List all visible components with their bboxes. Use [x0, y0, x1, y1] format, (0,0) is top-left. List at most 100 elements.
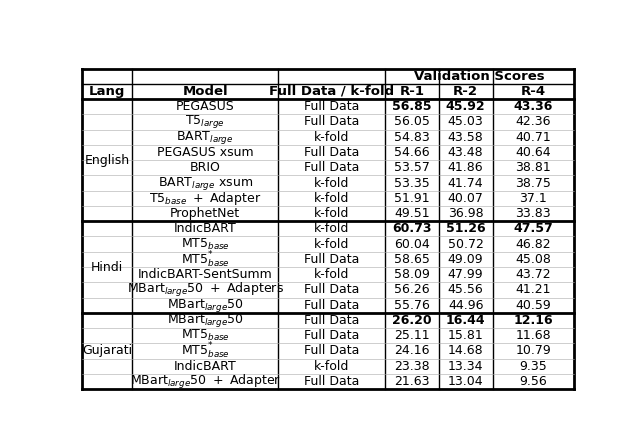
Text: 55.76: 55.76 [394, 299, 430, 312]
Text: Full Data: Full Data [304, 329, 360, 342]
Text: 11.68: 11.68 [515, 329, 551, 342]
Text: IndicBART: IndicBART [174, 222, 237, 235]
Text: 13.04: 13.04 [448, 375, 483, 388]
Text: $\mathrm{MT5}_{\mathit{base}}$: $\mathrm{MT5}_{\mathit{base}}$ [180, 328, 230, 343]
Text: 37.1: 37.1 [519, 192, 547, 205]
Text: 60.73: 60.73 [392, 222, 431, 235]
Text: 13.34: 13.34 [448, 360, 483, 373]
Text: $\mathrm{MBart}_{\mathit{large}}\mathrm{50\ +\ Adapters}$: $\mathrm{MBart}_{\mathit{large}}\mathrm{… [127, 281, 284, 299]
Text: 45.03: 45.03 [448, 116, 483, 128]
Text: 45.08: 45.08 [515, 253, 551, 266]
Text: 9.56: 9.56 [519, 375, 547, 388]
Text: Full Data: Full Data [304, 146, 360, 159]
Text: k-fold: k-fold [314, 268, 349, 281]
Text: 40.71: 40.71 [515, 131, 551, 144]
Text: 43.58: 43.58 [448, 131, 483, 144]
Text: 51.91: 51.91 [394, 192, 429, 205]
Text: k-fold: k-fold [314, 222, 349, 235]
Text: 44.96: 44.96 [448, 299, 483, 312]
Text: 42.36: 42.36 [515, 116, 551, 128]
Text: 54.66: 54.66 [394, 146, 429, 159]
Text: 43.48: 43.48 [448, 146, 483, 159]
Text: 9.35: 9.35 [519, 360, 547, 373]
Text: 53.57: 53.57 [394, 161, 430, 174]
Text: 50.72: 50.72 [448, 237, 484, 251]
Text: R-4: R-4 [520, 85, 546, 98]
Text: 41.86: 41.86 [448, 161, 483, 174]
Text: Full Data: Full Data [304, 284, 360, 296]
Text: 26.20: 26.20 [392, 314, 431, 327]
Text: Hindi: Hindi [91, 260, 124, 273]
Text: 46.82: 46.82 [515, 237, 551, 251]
Text: English: English [84, 154, 130, 167]
Text: $\mathrm{T5}_{\mathit{base}}\mathrm{\ +\ Adapter}$: $\mathrm{T5}_{\mathit{base}}\mathrm{\ +\… [149, 190, 261, 207]
Text: 40.07: 40.07 [448, 192, 484, 205]
Text: Full Data: Full Data [304, 299, 360, 312]
Text: $\mathrm{T5}_{\mathit{large}}$: $\mathrm{T5}_{\mathit{large}}$ [186, 113, 225, 130]
Text: 45.56: 45.56 [448, 284, 483, 296]
Text: k-fold: k-fold [314, 360, 349, 373]
Text: R-1: R-1 [399, 85, 424, 98]
Text: $\mathrm{MT5}_{\mathit{base}}$: $\mathrm{MT5}_{\mathit{base}}$ [180, 237, 230, 252]
Text: 49.09: 49.09 [448, 253, 483, 266]
Text: Lang: Lang [89, 85, 125, 98]
Text: 40.64: 40.64 [515, 146, 551, 159]
Text: 36.98: 36.98 [448, 207, 483, 220]
Text: 43.72: 43.72 [515, 268, 551, 281]
Text: Gujarati: Gujarati [82, 345, 132, 358]
Text: PEGASUS: PEGASUS [176, 100, 235, 113]
Text: 49.51: 49.51 [394, 207, 429, 220]
Text: 53.35: 53.35 [394, 176, 429, 190]
Text: R-2: R-2 [453, 85, 478, 98]
Text: 56.05: 56.05 [394, 116, 430, 128]
Text: $\mathrm{MBart}_{\mathit{large}}\mathrm{50}$: $\mathrm{MBart}_{\mathit{large}}\mathrm{… [167, 312, 244, 329]
Text: $\mathrm{MBart}_{\mathit{large}}\mathrm{50\ +\ Adapter}$: $\mathrm{MBart}_{\mathit{large}}\mathrm{… [130, 373, 281, 391]
Text: $\mathrm{MT5}_{\mathit{base}}^{*}$: $\mathrm{MT5}_{\mathit{base}}^{*}$ [180, 341, 230, 361]
Text: Full Data / k-fold: Full Data / k-fold [269, 85, 394, 98]
Text: 47.57: 47.57 [513, 222, 553, 235]
Text: 12.16: 12.16 [513, 314, 553, 327]
Text: Full Data: Full Data [304, 100, 360, 113]
Text: k-fold: k-fold [314, 192, 349, 205]
Text: 24.16: 24.16 [394, 345, 429, 358]
Text: 56.85: 56.85 [392, 100, 431, 113]
Text: 41.74: 41.74 [448, 176, 483, 190]
Text: k-fold: k-fold [314, 131, 349, 144]
Text: k-fold: k-fold [314, 207, 349, 220]
Text: 38.81: 38.81 [515, 161, 551, 174]
Text: 40.59: 40.59 [515, 299, 551, 312]
Text: 14.68: 14.68 [448, 345, 483, 358]
Text: 38.75: 38.75 [515, 176, 551, 190]
Text: 21.63: 21.63 [394, 375, 429, 388]
Text: 56.26: 56.26 [394, 284, 429, 296]
Text: Full Data: Full Data [304, 116, 360, 128]
Text: Full Data: Full Data [304, 345, 360, 358]
Text: IndicBART: IndicBART [174, 360, 237, 373]
Text: $\mathrm{MBart}_{\mathit{large}}\mathrm{50}$: $\mathrm{MBart}_{\mathit{large}}\mathrm{… [167, 297, 244, 314]
Text: IndicBART-SentSumm: IndicBART-SentSumm [138, 268, 273, 281]
Text: PEGASUS xsum: PEGASUS xsum [157, 146, 253, 159]
Text: k-fold: k-fold [314, 176, 349, 190]
Text: 45.92: 45.92 [446, 100, 486, 113]
Text: Full Data: Full Data [304, 253, 360, 266]
Text: 58.65: 58.65 [394, 253, 430, 266]
Text: $\mathrm{BART}_{\mathit{large}}\mathrm{\ xsum}$: $\mathrm{BART}_{\mathit{large}}\mathrm{\… [157, 175, 253, 191]
Text: 10.79: 10.79 [515, 345, 551, 358]
Text: 58.09: 58.09 [394, 268, 430, 281]
Text: 54.83: 54.83 [394, 131, 429, 144]
Text: 33.83: 33.83 [515, 207, 551, 220]
Text: Full Data: Full Data [304, 375, 360, 388]
Text: Full Data: Full Data [304, 161, 360, 174]
Text: $\mathrm{MT5}_{\mathit{base}}^{*}$: $\mathrm{MT5}_{\mathit{base}}^{*}$ [180, 249, 230, 269]
Text: BRIO: BRIO [190, 161, 221, 174]
Text: 60.04: 60.04 [394, 237, 429, 251]
Text: 47.99: 47.99 [448, 268, 483, 281]
Text: ProphetNet: ProphetNet [170, 207, 240, 220]
Text: 51.26: 51.26 [446, 222, 486, 235]
Text: Validation Scores: Validation Scores [414, 70, 545, 83]
Text: 25.11: 25.11 [394, 329, 429, 342]
Text: 16.44: 16.44 [446, 314, 486, 327]
Text: Model: Model [182, 85, 228, 98]
Text: Full Data: Full Data [304, 314, 360, 327]
Text: 41.21: 41.21 [515, 284, 551, 296]
